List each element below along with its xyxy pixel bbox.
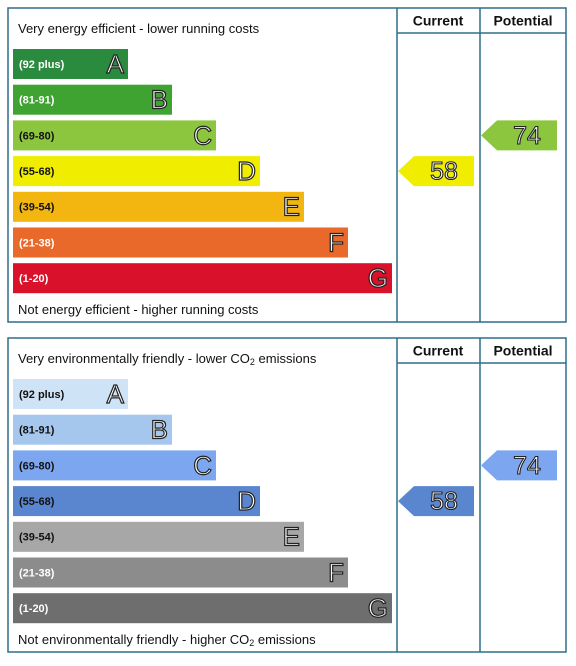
band-range: (1-20) — [19, 603, 49, 615]
band — [13, 521, 304, 552]
band-range: (21-38) — [19, 567, 55, 579]
label-part: emissions — [255, 351, 317, 366]
label-part: Not energy efficient - higher running co… — [18, 302, 259, 317]
band-letter: G — [368, 593, 388, 623]
band — [13, 379, 128, 409]
band-letter: A — [107, 49, 125, 79]
band — [13, 49, 128, 79]
band-letter: G — [368, 263, 388, 293]
band — [13, 263, 392, 294]
band-letter: B — [151, 415, 168, 445]
band-range: (55-68) — [19, 496, 55, 508]
potential-arrow — [481, 120, 557, 151]
current-header: Current — [413, 13, 464, 29]
potential-header: Potential — [493, 13, 552, 29]
band-letter: D — [237, 486, 256, 516]
band-letter: F — [328, 227, 344, 257]
band — [13, 593, 392, 624]
band-range: (55-68) — [19, 166, 55, 178]
band-letter: E — [283, 522, 300, 552]
band-range: (39-54) — [19, 532, 55, 544]
potential-value: 74 — [513, 122, 541, 150]
band-letter: F — [328, 557, 344, 587]
band — [13, 486, 260, 517]
band-range: (81-91) — [19, 425, 55, 437]
band-letter: A — [107, 379, 125, 409]
band-range: (92 plus) — [19, 389, 65, 401]
label-part: emissions — [254, 632, 316, 647]
potential-arrow — [481, 450, 557, 481]
current-arrow — [398, 156, 474, 187]
band-range: (1-20) — [19, 273, 49, 285]
label-part: Very environmentally friendly - lower CO — [18, 351, 250, 366]
band — [13, 227, 348, 258]
current-value: 58 — [430, 158, 458, 186]
band — [13, 84, 172, 115]
label-part: Not environmentally friendly - higher CO — [18, 632, 249, 647]
label-part: 2 — [249, 638, 254, 648]
band-range: (69-80) — [19, 460, 55, 472]
frame — [7, 337, 567, 653]
current-value: 58 — [430, 488, 458, 516]
label-part: Very energy efficient - lower running co… — [18, 21, 260, 36]
current-header: Current — [413, 343, 464, 359]
band — [13, 156, 260, 187]
panel-label: Very environmentally friendly - lower CO… — [18, 351, 317, 367]
band-range: (81-91) — [19, 95, 55, 107]
band — [13, 414, 172, 445]
panel-label: Very energy efficient - lower running co… — [18, 21, 260, 36]
band-letter: D — [237, 156, 256, 186]
band-range: (21-38) — [19, 237, 55, 249]
band — [13, 191, 304, 222]
panel-label: Not energy efficient - higher running co… — [18, 302, 259, 317]
band — [13, 120, 216, 151]
potential-header: Potential — [493, 343, 552, 359]
band-letter: C — [193, 450, 212, 480]
label-part: 2 — [250, 357, 255, 367]
band-range: (69-80) — [19, 130, 55, 142]
current-arrow — [398, 486, 474, 517]
band-range: (39-54) — [19, 202, 55, 214]
band — [13, 557, 348, 588]
band-letter: B — [151, 85, 168, 115]
panel-label: Not environmentally friendly - higher CO… — [18, 632, 316, 648]
band-range: (92 plus) — [19, 59, 65, 71]
potential-value: 74 — [513, 452, 541, 480]
band — [13, 450, 216, 481]
band-letter: E — [283, 192, 300, 222]
band-letter: C — [193, 120, 212, 150]
frame — [7, 7, 567, 323]
